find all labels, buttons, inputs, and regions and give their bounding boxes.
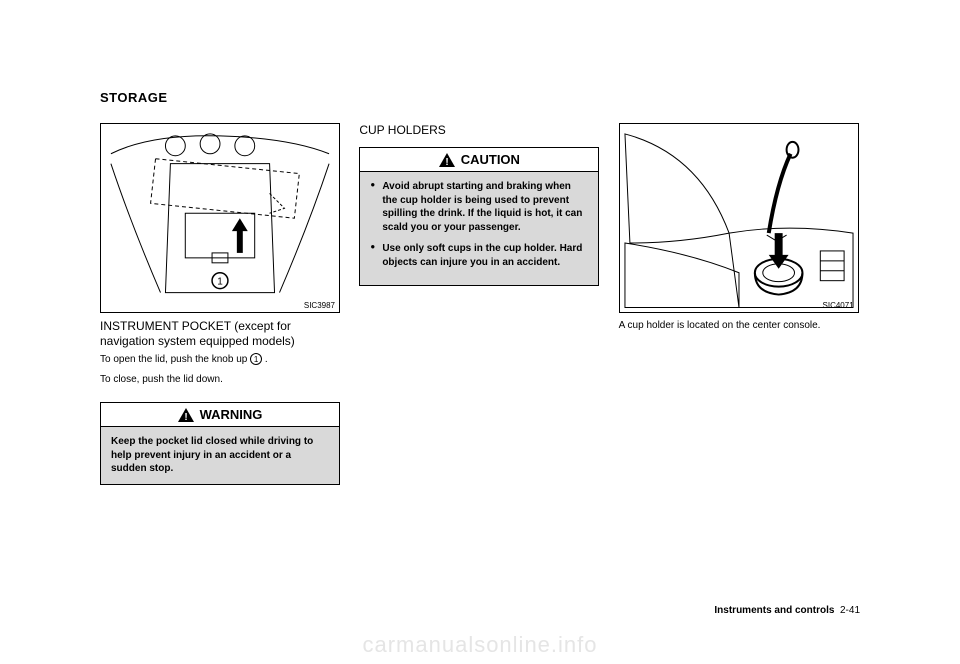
section-header: STORAGE [100, 90, 860, 105]
figure-label: SIC4071 [823, 301, 854, 310]
manual-page: STORAGE [0, 0, 960, 664]
warning-body: Keep the pocket lid closed while driving… [100, 427, 340, 485]
figure-label: SIC3987 [304, 301, 335, 310]
caution-title-bar: ! CAUTION [359, 147, 599, 172]
body-paragraph: To open the lid, push the knob up 1 . [100, 353, 341, 367]
figure-cup-holder: SIC4071 [619, 123, 859, 313]
footer-page-number: 2-41 [840, 605, 860, 616]
caution-box: ! CAUTION Avoid abrupt starting and brak… [359, 147, 599, 286]
callout-number-icon: 1 [250, 353, 262, 365]
page-footer: Instruments and controls 2-41 [714, 605, 860, 616]
subsection-heading: INSTRUMENT POCKET (except for navigation… [100, 319, 341, 349]
caution-list: Avoid abrupt starting and braking when t… [370, 180, 588, 269]
text-fragment: To open the lid, push the knob up [100, 354, 250, 365]
column-layout: 1 SIC3987 INSTRUMENT POCKET (except for … [100, 123, 860, 485]
warning-title-bar: ! WARNING [100, 402, 340, 427]
column-2: CUP HOLDERS ! CAUTION Avoid abrupt start… [359, 123, 600, 485]
svg-text:!: ! [445, 157, 448, 167]
cup-holder-illustration [620, 124, 858, 312]
caution-list-item: Avoid abrupt starting and braking when t… [370, 180, 588, 234]
column-3: SIC4071 A cup holder is located on the c… [619, 123, 860, 485]
instrument-pocket-illustration: 1 [101, 124, 339, 312]
figure-instrument-pocket: 1 SIC3987 [100, 123, 340, 313]
watermark-text: carmanualsonline.info [362, 632, 597, 658]
body-paragraph: To close, push the lid down. [100, 373, 341, 387]
svg-text:1: 1 [217, 277, 223, 288]
warning-title-text: WARNING [200, 407, 263, 422]
text-fragment: . [262, 354, 268, 365]
caution-body: Avoid abrupt starting and braking when t… [359, 172, 599, 286]
subsection-heading: CUP HOLDERS [359, 123, 600, 137]
caution-list-item: Use only soft cups in the cup holder. Ha… [370, 242, 588, 269]
warning-box: ! WARNING Keep the pocket lid closed whi… [100, 402, 340, 485]
warning-triangle-icon: ! [178, 408, 194, 422]
caution-triangle-icon: ! [439, 153, 455, 167]
body-paragraph: A cup holder is located on the center co… [619, 319, 860, 333]
svg-text:!: ! [184, 412, 187, 422]
column-1: 1 SIC3987 INSTRUMENT POCKET (except for … [100, 123, 341, 485]
footer-section-label: Instruments and controls [714, 605, 834, 616]
caution-title-text: CAUTION [461, 152, 520, 167]
